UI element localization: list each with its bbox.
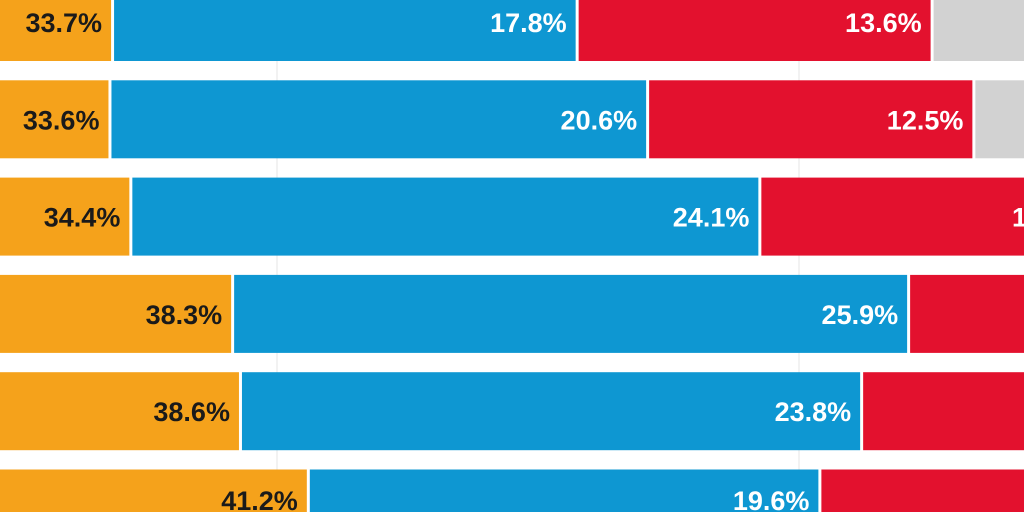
data-label-blue-row-4: 25.9% <box>822 300 899 330</box>
data-label-orange-row-4: 38.3% <box>146 300 223 330</box>
data-label-blue-row-1: 17.8% <box>490 8 567 38</box>
bar-blue-row-5 <box>241 372 861 451</box>
bar-red-row-1 <box>578 0 931 61</box>
bar-blue-row-6 <box>309 469 819 512</box>
bar-orange-row-1 <box>0 0 112 61</box>
data-label-orange-row-5: 38.6% <box>153 397 230 427</box>
bar-blue-row-1 <box>114 0 576 61</box>
bar-orange-row-3 <box>0 177 130 256</box>
bar-red-row-6 <box>821 469 1024 512</box>
data-label-blue-row-2: 20.6% <box>561 105 638 135</box>
data-label-orange-row-2: 33.6% <box>23 105 100 135</box>
data-label-blue-row-3: 24.1% <box>673 203 750 233</box>
data-label-red-row-3: 1 <box>1012 203 1024 233</box>
data-label-orange-row-1: 33.7% <box>26 8 103 38</box>
bar-red-row-3 <box>761 177 1024 256</box>
data-label-red-row-2: 12.5% <box>887 105 964 135</box>
data-label-red-row-1: 13.6% <box>845 8 922 38</box>
data-label-orange-row-3: 34.4% <box>44 203 121 233</box>
bar-red-row-4 <box>910 274 1024 353</box>
data-label-blue-row-6: 19.6% <box>733 486 810 512</box>
data-label-orange-row-6: 41.2% <box>221 486 298 512</box>
bar-blue-row-4 <box>234 274 908 353</box>
bar-gray-row-1 <box>933 0 1024 61</box>
bar-red-row-5 <box>863 372 1024 451</box>
bar-orange-row-5 <box>0 372 239 451</box>
data-label-blue-row-5: 23.8% <box>775 397 852 427</box>
bar-blue-row-2 <box>111 80 647 159</box>
bar-orange-row-4 <box>0 274 232 353</box>
bar-orange-row-2 <box>0 80 109 159</box>
bar-orange-row-6 <box>0 469 307 512</box>
bar-blue-row-3 <box>132 177 759 256</box>
bar-gray-row-2 <box>975 80 1024 159</box>
bar-red-row-2 <box>649 80 973 159</box>
